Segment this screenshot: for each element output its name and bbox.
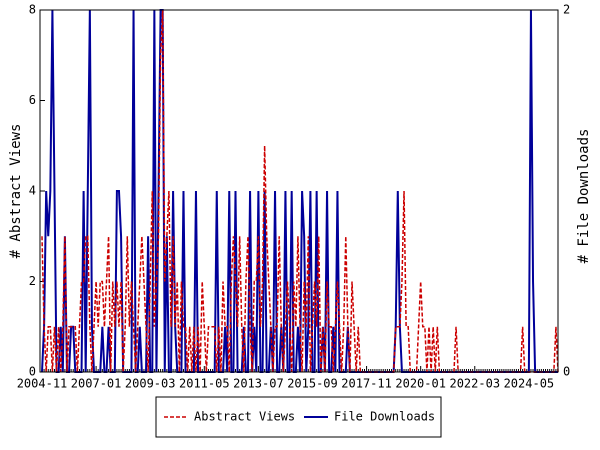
y2-tick-label: 2: [563, 3, 570, 17]
x-tick-label: 2022-03: [449, 377, 500, 391]
y-tick-label: 6: [29, 93, 36, 107]
x-tick-label: 2017-11: [341, 377, 392, 391]
plot-frame: [39, 9, 559, 373]
y-tick-label: 4: [29, 184, 36, 198]
legend-label: Abstract Views: [194, 410, 295, 424]
x-tick-label: 2013-07: [233, 377, 284, 391]
x-tick-label: 2011-05: [179, 377, 230, 391]
x-tick-label: 2009-03: [125, 377, 176, 391]
x-tick-label: 2024-05: [504, 377, 555, 391]
x-tick-label: 2004-11: [17, 377, 68, 391]
y2-tick-label: 0: [563, 365, 570, 379]
x-tick-label: 2020-01: [395, 377, 446, 391]
x-tick-label: 2007-01: [71, 377, 122, 391]
y-tick-label: 8: [29, 3, 36, 17]
y-axis-label: # Abstract Views: [8, 124, 24, 259]
legend-box: [155, 396, 442, 438]
x-tick-label: 2015-09: [287, 377, 338, 391]
y-tick-label: 0: [29, 365, 36, 379]
y2-axis-label: # File Downloads: [576, 129, 592, 264]
y-tick-label: 2: [29, 274, 36, 288]
legend-label: File Downloads: [334, 410, 435, 424]
